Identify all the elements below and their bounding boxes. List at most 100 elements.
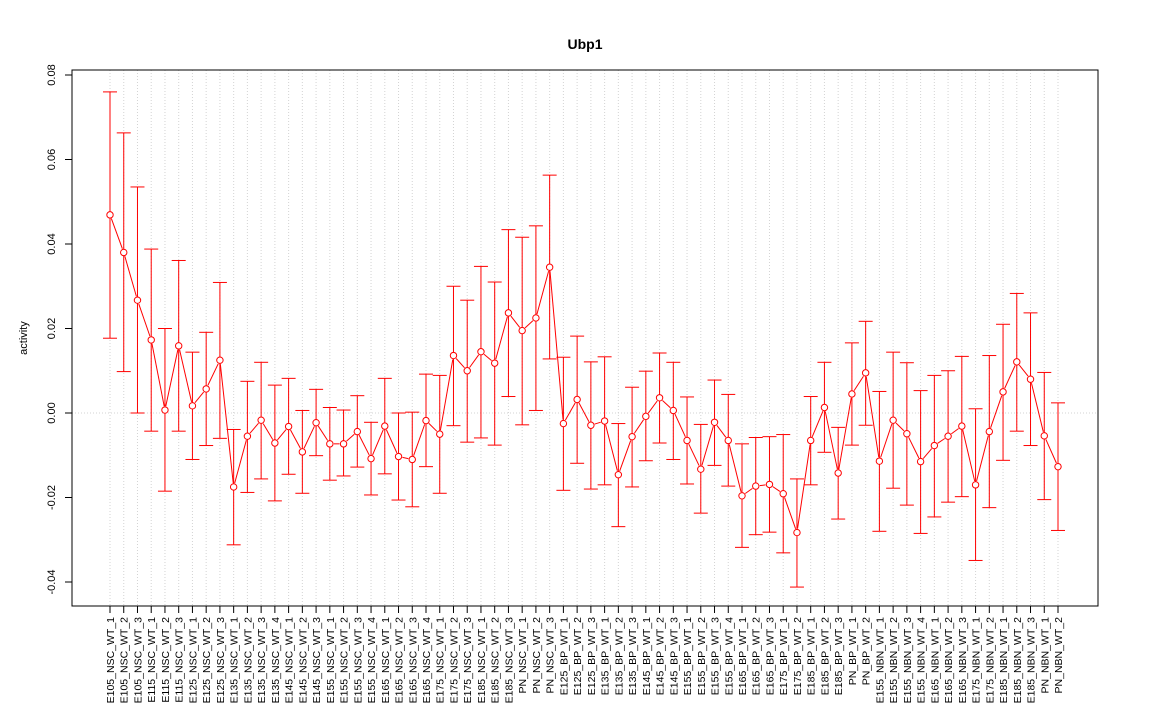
series-line-segment	[439, 359, 454, 431]
x-tick-label: E135_BP_WT_1	[600, 617, 612, 695]
x-tick-label: E155_NBN_WT_4	[916, 617, 928, 704]
data-point	[587, 421, 595, 429]
series-line-segment	[976, 435, 989, 482]
data-point	[875, 457, 884, 465]
series-line-segment	[207, 363, 219, 386]
x-tick-label: E155_NBN_WT_2	[888, 617, 900, 704]
y-tick-label: 0.04	[46, 233, 58, 254]
x-tick-label: E165_NSC_WT_1	[380, 617, 392, 704]
series-line-segment	[346, 433, 355, 442]
data-point	[930, 441, 939, 450]
series-line-segment	[524, 320, 534, 329]
data-point	[436, 430, 444, 438]
series-line-segment	[937, 438, 946, 444]
data-point	[655, 394, 664, 402]
data-point	[408, 455, 416, 464]
data-point	[106, 211, 114, 219]
data-point	[174, 342, 183, 350]
data-point	[490, 359, 499, 367]
x-tick-label: E165_NBN_WT_1	[929, 617, 941, 704]
series-line-segment	[165, 349, 179, 407]
data-point	[861, 369, 870, 377]
series-line-segment	[303, 426, 315, 449]
data-point	[243, 432, 252, 440]
x-axis: E105_NSC_WT_1 E105_NSC_WT_2 E105_NSC_WT_3 E…	[105, 606, 1065, 703]
data-point	[559, 419, 568, 428]
series-line-segment	[317, 425, 329, 441]
data-point	[724, 436, 732, 445]
series-line-segment	[772, 486, 781, 492]
data-point	[916, 457, 925, 466]
data-point	[1040, 432, 1048, 440]
data-point	[257, 416, 265, 424]
series-line-segment	[110, 218, 123, 249]
x-tick-label: E125_BP_WT_2	[572, 617, 584, 695]
y-tick-label: -0.04	[46, 569, 58, 594]
y-tick-label: 0.08	[46, 64, 58, 85]
data-point	[806, 436, 815, 445]
data-point	[216, 356, 224, 364]
y-axis-label: activity	[18, 321, 30, 355]
x-tick-label: E185_BP_WT_2	[819, 617, 831, 695]
x-tick-label: E105_NSC_WT_3	[132, 617, 144, 704]
data-point	[147, 336, 155, 344]
data-point	[422, 416, 430, 425]
data-point	[710, 418, 719, 426]
x-tick-label: E185_NBN_WT_3	[1026, 617, 1038, 704]
data-point	[339, 440, 348, 448]
data-point	[600, 417, 609, 425]
y-tick-label: 0.06	[46, 149, 58, 170]
series-line-segment	[962, 429, 976, 482]
x-tick-label: E135_NSC_WT_2	[242, 617, 254, 704]
data-point	[133, 296, 142, 304]
series-line-segment	[124, 256, 137, 297]
x-tick-label: E155_NSC_WT_3	[352, 617, 364, 704]
x-tick-label: E145_BP_WT_2	[655, 617, 667, 695]
x-tick-label: PN_NBN_WT_2	[1053, 617, 1065, 694]
data-point	[1054, 462, 1062, 471]
data-point	[545, 263, 554, 271]
x-tick-label: E165_BP_WT_3	[764, 617, 776, 695]
series-line-segment	[262, 423, 274, 440]
data-point	[779, 489, 787, 498]
data-point	[971, 481, 980, 489]
series-line-segment	[578, 402, 590, 422]
series-line-segment	[716, 425, 727, 438]
x-tick-label: E115_NSC_WT_1	[146, 617, 158, 703]
data-point	[284, 422, 293, 431]
x-tick-label: E155_BP_WT_2	[696, 617, 708, 695]
data-point	[463, 367, 471, 375]
x-tick-label: E165_BP_WT_1	[737, 617, 749, 695]
x-tick-label: E155_NBN_WT_3	[902, 617, 914, 704]
data-point	[573, 395, 581, 404]
x-tick-label: E185_NSC_WT_1	[476, 617, 488, 704]
series-line-segment	[402, 456, 409, 460]
x-tick-label: E185_NSC_WT_2	[490, 617, 502, 704]
x-tick-label: E145_NSC_WT_2	[297, 617, 309, 704]
x-tick-label: E145_BP_WT_3	[668, 617, 680, 695]
series-line-segment	[922, 448, 933, 459]
series-line-segment	[564, 402, 576, 421]
data-point	[697, 465, 705, 473]
series-line-segment	[619, 440, 632, 472]
marks	[103, 91, 1065, 588]
series-line-segment	[990, 395, 1003, 428]
data-point	[161, 406, 169, 414]
series-line-segment	[594, 421, 601, 425]
x-tick-label: E105_NSC_WT_1	[105, 617, 117, 704]
series-line-segment	[908, 437, 920, 459]
series-line-segment	[536, 270, 550, 315]
series-line-segment	[234, 439, 247, 484]
data-point	[367, 454, 375, 463]
data-point	[820, 403, 829, 412]
data-point	[449, 351, 458, 360]
x-tick-label: E165_NSC_WT_2	[394, 617, 406, 704]
data-point	[504, 309, 513, 317]
x-tick-label: E185_NSC_WT_3	[503, 617, 515, 704]
series-line-segment	[633, 419, 644, 434]
x-tick-label: PN_BP_WT_2	[861, 617, 873, 685]
x-tick-label: E135_BP_WT_3	[627, 617, 639, 695]
plot-frame	[71, 69, 1099, 607]
y-tick-label: -0.02	[46, 485, 58, 510]
x-tick-label: E175_NSC_WT_1	[435, 617, 447, 704]
